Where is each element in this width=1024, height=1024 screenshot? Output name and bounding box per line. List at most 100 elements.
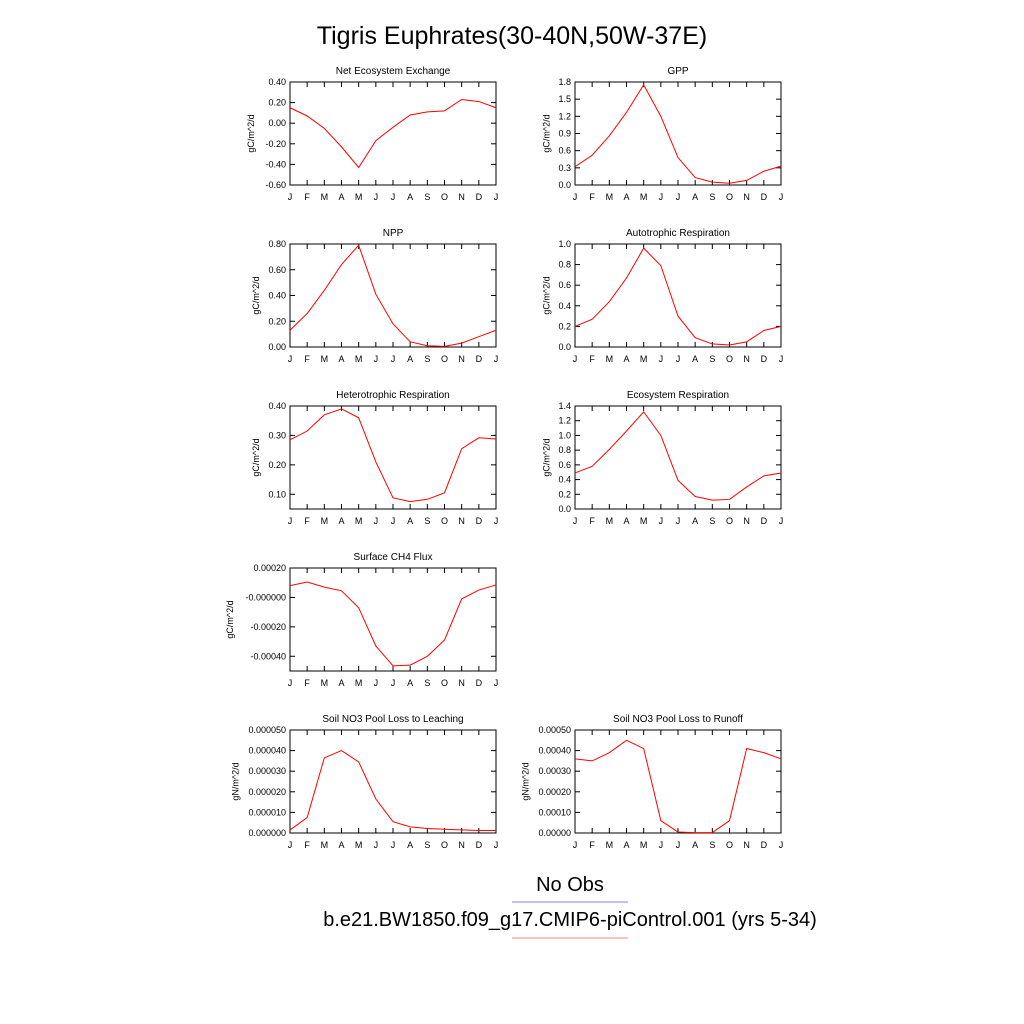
plot-frame bbox=[574, 729, 782, 834]
series-line bbox=[574, 739, 782, 834]
x-tick-label: O bbox=[726, 354, 733, 364]
series-line bbox=[289, 408, 497, 503]
y-tick-label: 1.8 bbox=[558, 77, 571, 87]
plot-frame bbox=[574, 243, 782, 348]
y-tick-label: 1.5 bbox=[558, 94, 571, 104]
y-tick-label: -0.40 bbox=[265, 159, 286, 169]
x-tick-label: A bbox=[407, 354, 413, 364]
x-tick-label: J bbox=[288, 192, 293, 202]
series-line bbox=[289, 98, 497, 169]
x-tick-label: J bbox=[374, 354, 379, 364]
panel-title: Net Ecosystem Exchange bbox=[336, 66, 451, 77]
y-tick-label: 0.00030 bbox=[538, 766, 571, 776]
y-axis-label: gN/m^2/d bbox=[521, 762, 531, 800]
x-tick-label: M bbox=[355, 516, 363, 526]
y-tick-label: 0.6 bbox=[558, 280, 571, 290]
figure-title: Tigris Euphrates(30-40N,50W-37E) bbox=[317, 22, 707, 50]
x-tick-label: N bbox=[458, 840, 465, 850]
y-tick-label: 0.0 bbox=[558, 180, 571, 190]
y-tick-label: 0.00040 bbox=[538, 746, 571, 756]
y-tick-label: 0.4 bbox=[558, 301, 571, 311]
x-tick-label: F bbox=[304, 678, 310, 688]
x-tick-label: M bbox=[606, 516, 614, 526]
x-tick-label: J bbox=[288, 840, 293, 850]
y-tick-label: 0.9 bbox=[558, 129, 571, 139]
x-tick-label: F bbox=[304, 840, 310, 850]
x-tick-label: M bbox=[321, 516, 329, 526]
plot-frame bbox=[289, 405, 497, 510]
panel-title: NPP bbox=[383, 228, 404, 239]
y-tick-label: 0.000000 bbox=[248, 828, 286, 838]
x-tick-label: J bbox=[779, 840, 784, 850]
x-tick-label: J bbox=[391, 516, 396, 526]
x-tick-label: J bbox=[494, 516, 499, 526]
x-tick-label: S bbox=[424, 840, 430, 850]
plot-frame bbox=[574, 81, 782, 186]
x-tick-label: M bbox=[640, 840, 648, 850]
x-tick-label: J bbox=[391, 192, 396, 202]
y-tick-label: 0.6 bbox=[558, 146, 571, 156]
x-tick-label: M bbox=[321, 678, 329, 688]
x-tick-label: F bbox=[589, 354, 595, 364]
x-tick-label: M bbox=[355, 840, 363, 850]
x-tick-label: A bbox=[623, 840, 629, 850]
x-tick-label: A bbox=[692, 840, 698, 850]
y-tick-label: 0.60 bbox=[268, 265, 286, 275]
x-tick-label: A bbox=[407, 678, 413, 688]
x-tick-label: D bbox=[476, 678, 483, 688]
x-tick-label: M bbox=[606, 192, 614, 202]
y-tick-label: 0.000050 bbox=[248, 725, 286, 735]
x-tick-label: A bbox=[692, 516, 698, 526]
panel-title: Autotrophic Respiration bbox=[626, 228, 730, 239]
x-tick-label: J bbox=[494, 678, 499, 688]
y-axis-label: gC/m^2/d bbox=[541, 438, 551, 476]
x-tick-label: J bbox=[288, 678, 293, 688]
x-tick-label: S bbox=[424, 192, 430, 202]
x-tick-label: O bbox=[726, 192, 733, 202]
y-tick-label: 0.000010 bbox=[248, 807, 286, 817]
x-tick-label: D bbox=[476, 354, 483, 364]
y-tick-label: 0.20 bbox=[268, 316, 286, 326]
panel-title: GPP bbox=[667, 66, 688, 77]
series-line bbox=[289, 750, 496, 832]
x-tick-label: A bbox=[338, 354, 344, 364]
x-tick-label: A bbox=[338, 678, 344, 688]
x-tick-label: J bbox=[779, 516, 784, 526]
x-tick-label: F bbox=[304, 516, 310, 526]
x-tick-label: S bbox=[709, 354, 715, 364]
legend-label-no-obs: No Obs bbox=[536, 874, 604, 896]
series-line bbox=[574, 247, 782, 346]
y-axis-label: gC/m^2/d bbox=[251, 276, 261, 314]
panel-title: Soil NO3 Pool Loss to Leaching bbox=[322, 714, 463, 725]
plot-frame bbox=[289, 729, 497, 834]
x-tick-label: N bbox=[743, 840, 750, 850]
x-tick-label: J bbox=[676, 192, 681, 202]
y-tick-label: 0.00020 bbox=[538, 787, 571, 797]
x-tick-label: M bbox=[640, 516, 648, 526]
y-tick-label: 0.6 bbox=[558, 460, 571, 470]
panel-title: Surface CH4 Flux bbox=[354, 552, 433, 563]
x-tick-label: M bbox=[321, 354, 329, 364]
y-tick-label: 0.000020 bbox=[248, 787, 286, 797]
x-tick-label: J bbox=[676, 516, 681, 526]
y-tick-label: 0.000030 bbox=[248, 766, 286, 776]
x-tick-label: J bbox=[573, 516, 578, 526]
x-tick-label: O bbox=[726, 516, 733, 526]
x-tick-label: D bbox=[476, 192, 483, 202]
y-tick-label: 0.80 bbox=[268, 239, 286, 249]
x-tick-label: N bbox=[458, 678, 465, 688]
x-tick-label: S bbox=[709, 840, 715, 850]
x-tick-label: N bbox=[458, 354, 465, 364]
y-axis-label: gC/m^2/d bbox=[251, 438, 261, 476]
plot-frame bbox=[289, 81, 497, 186]
y-tick-label: 1.4 bbox=[558, 401, 571, 411]
y-axis-label: gC/m^2/d bbox=[541, 276, 551, 314]
x-tick-label: A bbox=[407, 840, 413, 850]
series-line bbox=[289, 581, 497, 667]
x-tick-label: J bbox=[659, 192, 664, 202]
y-tick-label: 0.000040 bbox=[248, 746, 286, 756]
